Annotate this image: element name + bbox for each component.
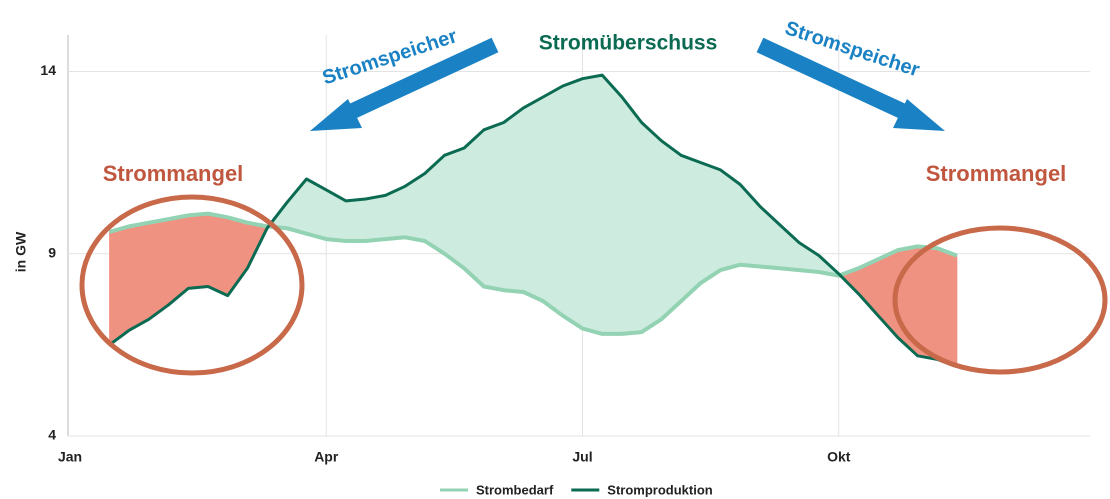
gap-area xyxy=(345,198,366,242)
gap-area xyxy=(463,129,485,288)
gap-area xyxy=(661,140,682,321)
surplus-label: Stromüberschuss xyxy=(539,32,718,55)
gap-area xyxy=(207,213,228,297)
gap-area xyxy=(601,74,623,335)
gap-area xyxy=(542,85,564,317)
gap-area xyxy=(562,78,583,330)
gap-area xyxy=(286,178,307,235)
gap-area xyxy=(365,195,386,242)
x-tick-label: Jul xyxy=(572,449,592,465)
gap-area xyxy=(799,242,820,273)
gap-area xyxy=(128,222,150,331)
legend-label: Strombedarf xyxy=(476,482,554,497)
x-tick-label: Apr xyxy=(314,449,339,465)
gap-area xyxy=(148,218,169,320)
gap-area xyxy=(503,107,524,293)
gap-area xyxy=(641,121,662,333)
gap-area xyxy=(680,154,702,302)
highlight-ellipse xyxy=(79,194,305,376)
shortage-label: Strommangel xyxy=(103,161,244,186)
gap-area xyxy=(937,247,958,368)
y-tick-label: 4 xyxy=(48,427,56,443)
gap-area xyxy=(187,213,209,289)
series-line xyxy=(108,73,958,369)
gap-area xyxy=(582,74,603,335)
gap-area xyxy=(109,225,130,346)
gap-area xyxy=(621,96,642,335)
x-tick-label: Jan xyxy=(58,449,82,465)
series-line xyxy=(108,211,958,336)
highlight-ellipse xyxy=(892,225,1108,375)
y-tick-label: 9 xyxy=(48,244,56,260)
y-tick-label: 14 xyxy=(40,62,56,78)
arrow xyxy=(310,37,499,131)
gap-area xyxy=(483,122,504,291)
y-axis-label: in GW xyxy=(13,231,29,272)
legend-label: Stromproduktion xyxy=(607,482,712,497)
gap-area xyxy=(523,96,544,302)
shortage-label: Strommangel xyxy=(926,161,1067,186)
gap-area xyxy=(779,223,800,271)
gap-area xyxy=(444,147,465,269)
gap-area xyxy=(917,246,938,360)
gap-area xyxy=(720,169,741,271)
arrow xyxy=(756,37,945,131)
x-tick-label: Okt xyxy=(827,449,851,465)
gap-area xyxy=(700,162,721,284)
